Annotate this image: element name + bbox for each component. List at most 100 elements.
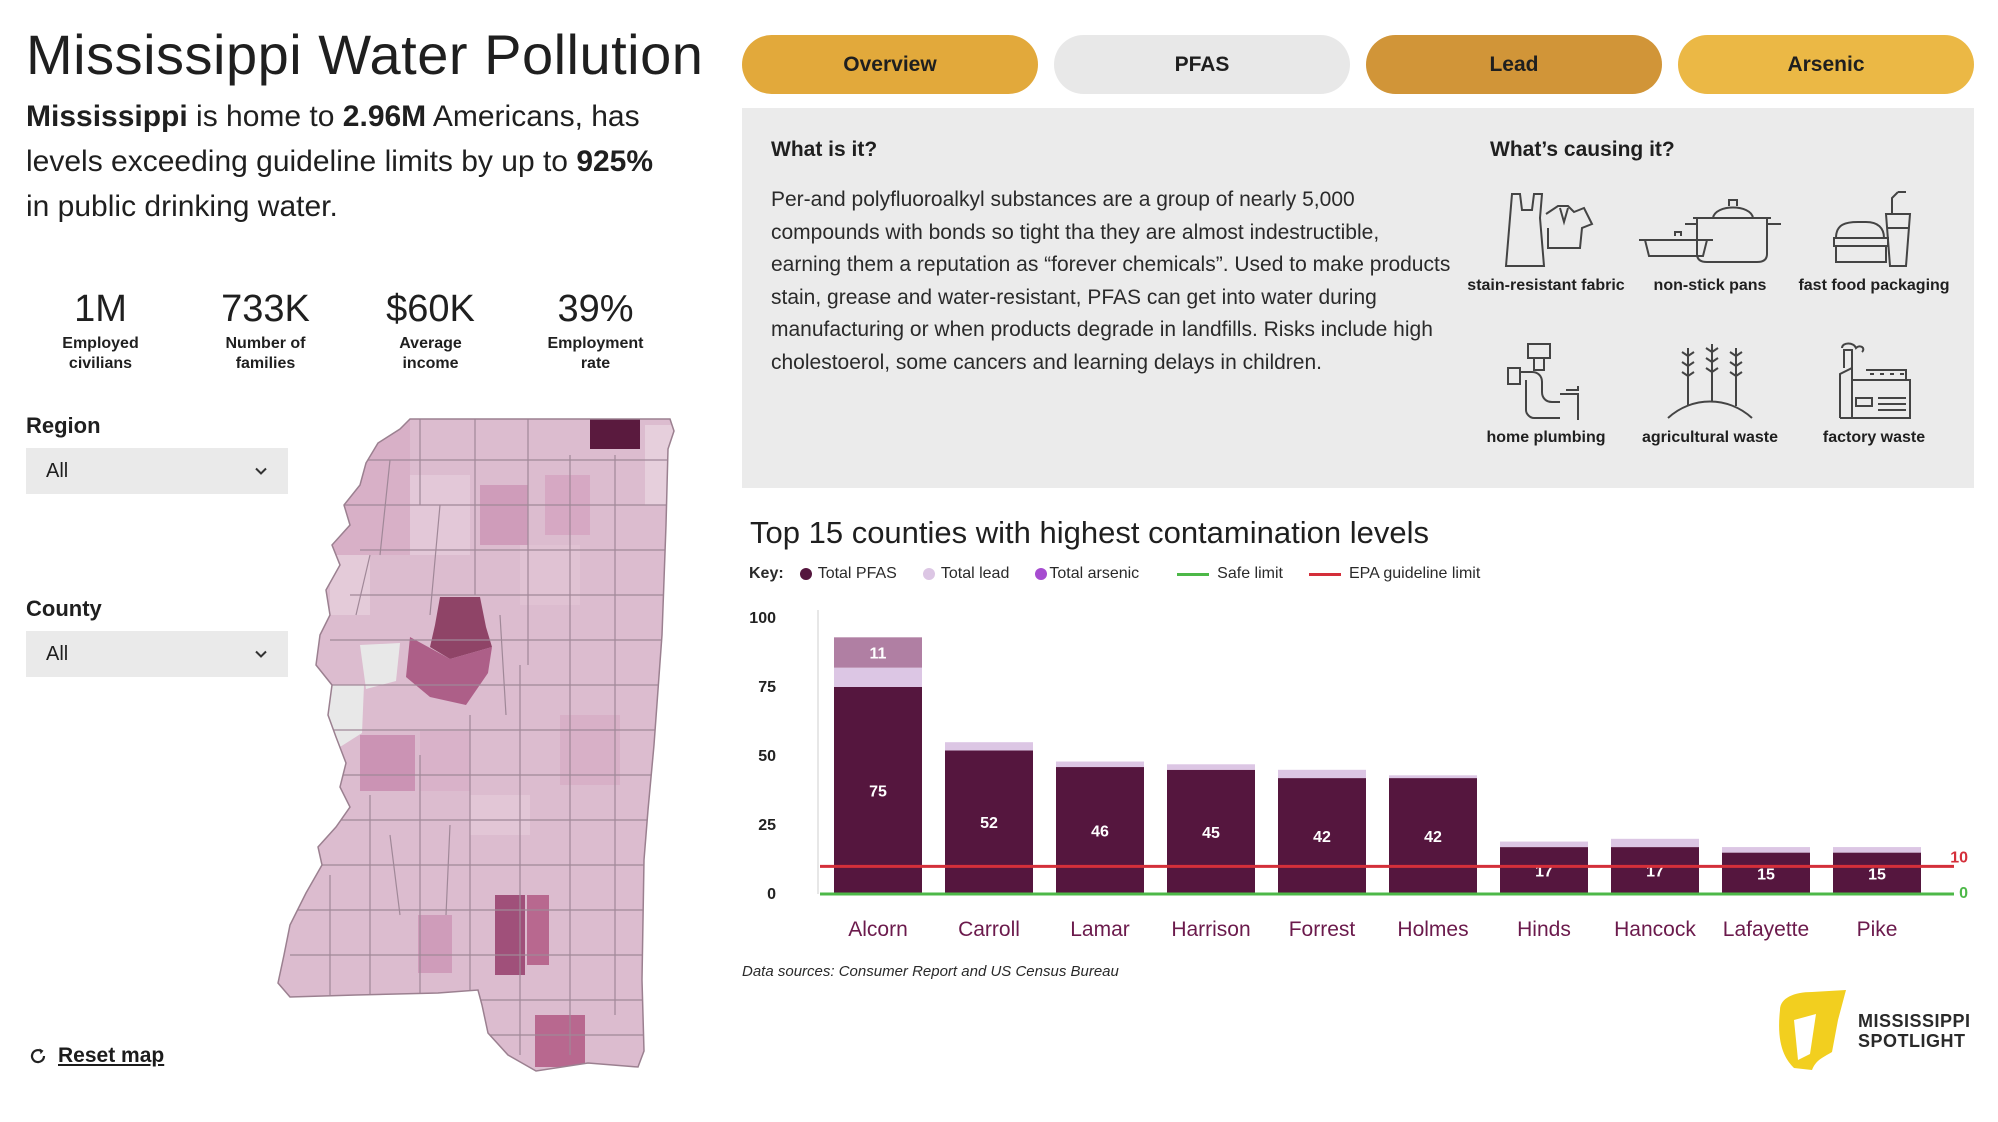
- cause-label: factory waste: [1822, 429, 1926, 446]
- county-cell[interactable]: [410, 475, 470, 555]
- category-label: Pike: [1857, 918, 1898, 941]
- clothing-icon: [1504, 193, 1594, 267]
- stat-employment-rate: 39% Employment rate: [513, 288, 678, 374]
- bar-segment: [1278, 778, 1366, 894]
- bar-segment: [1833, 852, 1921, 894]
- county-cell-highlight[interactable]: [430, 597, 492, 659]
- key-item-label: Total PFAS: [817, 565, 897, 582]
- intro-part1: is home to: [187, 100, 343, 133]
- cause-label: agricultural waste: [1641, 429, 1779, 446]
- bar-value-label: 75: [869, 784, 887, 801]
- county-cell-highlight[interactable]: [535, 1015, 585, 1067]
- crops-icon: [1667, 344, 1753, 419]
- reference-line-label: 0: [1959, 885, 1968, 902]
- bar-value-label: 46: [1091, 824, 1109, 841]
- stat-value: $60K: [386, 288, 475, 330]
- reference-line-label: 10: [1950, 849, 1968, 866]
- chevron-down-icon: [255, 650, 267, 658]
- refresh-icon: [30, 1048, 46, 1064]
- bar-segment: [945, 742, 1033, 751]
- county-cell[interactable]: [645, 425, 675, 505]
- stat-value: 733K: [221, 288, 310, 330]
- tab-arsenic[interactable]: Arsenic: [1678, 35, 1974, 94]
- y-tick-label: 100: [749, 610, 776, 627]
- bar-segment: [1167, 769, 1255, 894]
- bar-segment: [1389, 775, 1477, 779]
- cause-label: fast food packaging: [1798, 277, 1950, 294]
- y-tick-label: 75: [758, 679, 776, 696]
- key-label: Key:: [749, 565, 784, 582]
- y-tick-label: 50: [758, 748, 776, 765]
- county-select[interactable]: All: [26, 631, 288, 677]
- intro-state: Mississippi: [26, 100, 188, 133]
- reset-map-label: Reset map: [58, 1044, 165, 1067]
- chevron-down-icon: [255, 467, 267, 475]
- key-item-label: Safe limit: [1217, 565, 1283, 582]
- intro-population: 2.96M: [342, 100, 427, 133]
- category-label: Forrest: [1289, 918, 1356, 941]
- key-swatch: [799, 568, 812, 580]
- county-cell[interactable]: [420, 731, 470, 791]
- county-cell[interactable]: [520, 545, 580, 605]
- bar-segment: [1500, 841, 1588, 848]
- county-cell[interactable]: [360, 735, 415, 791]
- stat-value: 39%: [557, 288, 634, 330]
- chart-key: Key: Total PFAS Total lead Total arsenic…: [749, 565, 1506, 583]
- key-swatch: [1035, 568, 1048, 580]
- page-title: Mississippi Water Pollution: [26, 23, 704, 86]
- county-cell[interactable]: [470, 795, 530, 835]
- bar-segment: [1056, 767, 1144, 894]
- bar-segment: [834, 687, 922, 894]
- intro-part2: Americans, has levels exceeding guidelin…: [26, 100, 640, 178]
- reset-map-button[interactable]: Reset map: [28, 1044, 164, 1068]
- bar-segment: [1500, 847, 1588, 894]
- plumbing-icon: [1507, 343, 1579, 420]
- county-select-value: All: [46, 642, 69, 665]
- county-cell-highlight[interactable]: [527, 895, 549, 965]
- factory-icon: [1839, 342, 1911, 419]
- cause-stain-resistant-fabric: stain-resistant fabric: [1461, 188, 1631, 296]
- what-is-it-text: Per-and polyfluoroalkyl substances are a…: [771, 188, 1451, 374]
- tab-pfas[interactable]: PFAS: [1054, 35, 1350, 94]
- county-cell-highlight[interactable]: [590, 415, 640, 449]
- county-borders: [290, 419, 670, 1055]
- category-label: Lamar: [1070, 918, 1130, 941]
- cause-agricultural-waste: agricultural waste: [1625, 340, 1795, 448]
- county-cell[interactable]: [330, 555, 370, 615]
- stat-families: 733K Number of families: [183, 288, 348, 374]
- cause-factory-waste: factory waste: [1789, 340, 1959, 448]
- category-label: Holmes: [1397, 918, 1468, 941]
- county-cell[interactable]: [480, 485, 528, 545]
- bar-segment: [1056, 761, 1144, 768]
- category-label: Carroll: [958, 918, 1020, 941]
- county-map[interactable]: [270, 415, 680, 1075]
- causes-heading: What’s causing it?: [1490, 138, 1675, 161]
- key-item-arsenic: Total arsenic: [1035, 565, 1139, 583]
- category-label: Lafayette: [1723, 918, 1809, 941]
- stat-value: 1M: [74, 288, 127, 330]
- bar-segment: [1833, 847, 1921, 853]
- y-tick-label: 25: [758, 817, 776, 834]
- bar-segment: [945, 750, 1033, 894]
- bar-value-label: 42: [1313, 829, 1331, 846]
- stat-label: Employment rate: [547, 335, 644, 372]
- stat-label: Number of families: [225, 335, 306, 372]
- stat-income: $60K Average income: [348, 288, 513, 374]
- region-select[interactable]: All: [26, 448, 288, 494]
- bar-segment: [1611, 838, 1699, 848]
- tab-lead[interactable]: Lead: [1366, 35, 1662, 94]
- bar-value-label: 42: [1424, 829, 1442, 846]
- key-item-label: Total arsenic: [1049, 565, 1140, 582]
- category-label: Alcorn: [848, 918, 908, 941]
- stat-label: Employed civilians: [62, 335, 139, 372]
- tab-overview[interactable]: Overview: [742, 35, 1038, 94]
- key-swatch: [1177, 572, 1210, 576]
- logo-line2: SPOTLIGHT: [1858, 1031, 1966, 1051]
- bar-segment: [1167, 764, 1255, 770]
- county-cell-nodata[interactable]: [360, 643, 400, 689]
- county-cell-highlight[interactable]: [406, 637, 492, 705]
- county-cell[interactable]: [418, 915, 452, 973]
- category-label: Hancock: [1614, 918, 1696, 941]
- bar-value-label: 11: [870, 646, 887, 663]
- key-item-epa-limit: EPA guideline limit: [1308, 565, 1480, 583]
